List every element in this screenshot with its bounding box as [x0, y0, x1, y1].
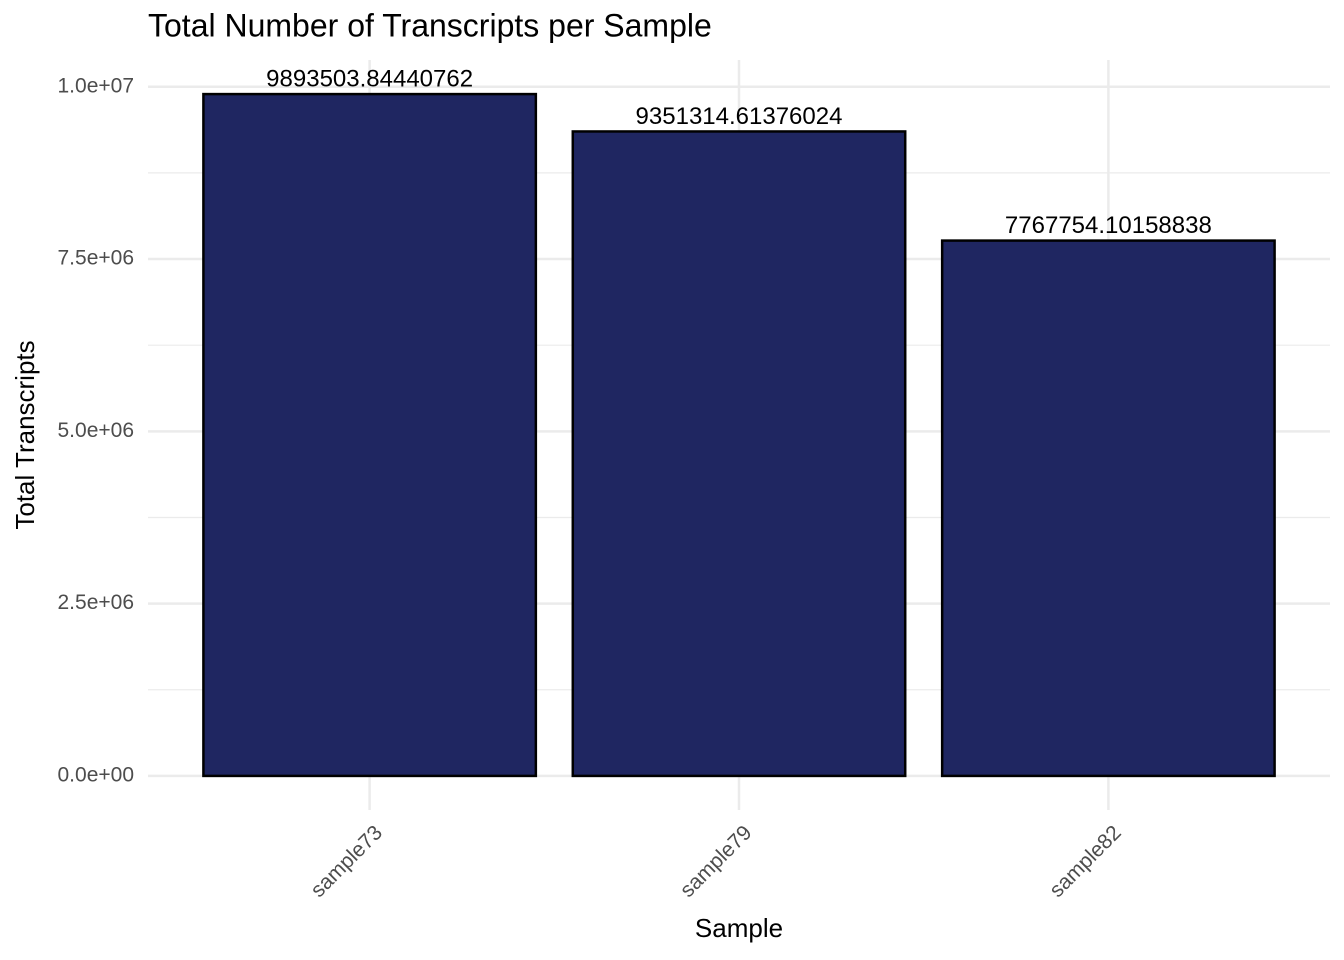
x-axis-title: Sample	[695, 913, 783, 943]
y-tick-label: 7.5e+06	[58, 247, 135, 270]
bar	[940, 239, 1276, 778]
value-label: 9893503.84440762	[266, 65, 473, 92]
x-tick-label: sample73	[306, 821, 387, 902]
x-tick-label: sample82	[1045, 821, 1126, 902]
y-axis-title: Total Transcripts	[10, 340, 40, 529]
bar	[571, 130, 907, 778]
y-tick-label: 5.0e+06	[58, 419, 135, 442]
chart-title: Total Number of Transcripts per Sample	[148, 7, 712, 43]
bar	[202, 92, 538, 778]
y-tick-label: 2.5e+06	[58, 591, 135, 614]
y-tick-label: 1.0e+07	[58, 74, 135, 97]
y-tick-label: 0.0e+00	[58, 763, 135, 786]
value-label: 7767754.10158838	[1005, 212, 1212, 239]
x-tick-label: sample79	[676, 821, 757, 902]
value-label: 9351314.61376024	[636, 103, 843, 130]
